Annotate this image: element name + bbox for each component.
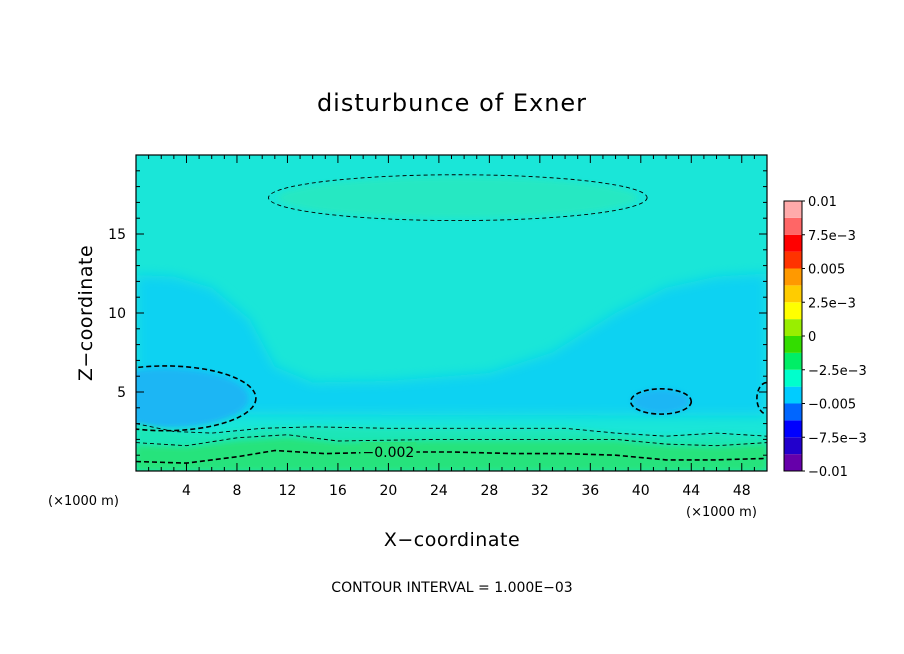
- colorbar-swatch: [784, 352, 802, 370]
- contour-right-min-contour: [629, 388, 693, 415]
- colorbar-swatch: [784, 454, 802, 471]
- x-tick-label: 36: [581, 483, 599, 499]
- x-tick-label: 28: [480, 483, 498, 499]
- x-tick-label: 16: [329, 483, 347, 499]
- x-tick-label: 44: [682, 483, 700, 499]
- x-axis-ticks: 4 8 12 16 20 24 28 32 36 40 44 48: [148, 155, 755, 499]
- y-tick-label: 15: [108, 227, 126, 243]
- region-surface-layer: [136, 437, 767, 471]
- colorbar-swatch: [784, 420, 802, 438]
- contour-label: −0.002: [362, 445, 414, 461]
- colorbar-label: −0.005: [808, 398, 856, 413]
- colorbar-label: 0.005: [808, 263, 845, 278]
- colorbar-swatch: [784, 302, 802, 320]
- contour-label-backdrop: [360, 442, 417, 459]
- x-tick-label: 4: [182, 483, 191, 499]
- y-axis-ticks: 5 10 15: [108, 170, 767, 456]
- colorbar-label: −7.5e−3: [808, 431, 867, 446]
- colorbar-label: −0.01: [808, 465, 848, 480]
- x-tick-label: 24: [430, 483, 448, 499]
- colorbar-swatch: [784, 386, 802, 404]
- region-right-min: [632, 389, 690, 414]
- colorbar-label: 0: [808, 330, 816, 345]
- y-tick-label: 10: [108, 306, 126, 322]
- x-axis-label: X−coordinate: [384, 529, 520, 551]
- y-axis-label: Z−coordinate: [75, 245, 97, 381]
- colorbar-swatch: [784, 403, 802, 421]
- colorbar-swatch: [784, 336, 802, 353]
- colorbar-label: 7.5e−3: [808, 229, 856, 244]
- x-tick-label: 40: [632, 483, 650, 499]
- contour-lines: [136, 174, 767, 464]
- colorbar-swatch: [784, 217, 802, 235]
- colorbar-swatch: [784, 201, 802, 218]
- chart-title: disturbunce of Exner: [317, 89, 587, 117]
- filled-contours: [136, 155, 767, 471]
- region-left-min: [136, 368, 249, 429]
- colorbar-swatch: [784, 319, 802, 336]
- x-unit-left: (×1000 m): [48, 494, 119, 509]
- colorbar-swatch: [784, 369, 802, 387]
- contour-minus-0-002-contour: [136, 449, 767, 464]
- contour-interval-note: CONTOUR INTERVAL = 1.000E−03: [331, 580, 572, 596]
- colorbar-label: −2.5e−3: [808, 364, 867, 379]
- colorbar: −0.01 −7.5e−3 −0.005 −2.5e−3 0 2.5e−3 0.005 7.5…: [783, 195, 867, 480]
- colorbar-swatch: [784, 251, 802, 269]
- x-tick-label: 48: [733, 483, 751, 499]
- x-tick-label: 20: [379, 483, 397, 499]
- x-tick-label: 32: [531, 483, 549, 499]
- region-mid-low-pressure: [136, 273, 767, 416]
- contour-lower-thin-contour: [136, 423, 767, 437]
- colorbar-label: 0.01: [808, 195, 837, 210]
- x-unit-right: (×1000 m): [686, 505, 757, 520]
- x-tick-label: 8: [232, 483, 241, 499]
- x-tick-label: 12: [279, 483, 297, 499]
- colorbar-swatch: [784, 234, 802, 252]
- contour-upper-ellipse: [268, 174, 648, 222]
- colorbar-label: 2.5e−3: [808, 296, 856, 311]
- contour-left-min-contour: [136, 365, 257, 432]
- colorbar-swatch: [784, 268, 802, 286]
- region-upper-anomaly: [277, 177, 638, 219]
- y-tick-label: 5: [117, 385, 126, 401]
- contour-lower-mid-contour: [136, 434, 767, 447]
- colorbar-swatch: [784, 285, 802, 303]
- colorbar-swatch: [784, 437, 802, 455]
